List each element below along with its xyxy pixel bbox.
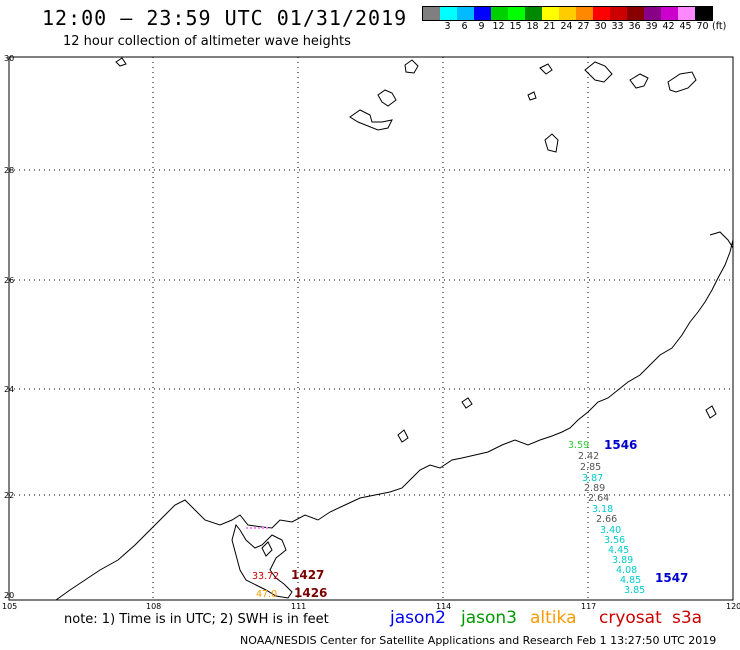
- satellite-jason2: jason2: [390, 608, 446, 628]
- credit-line: NOAA/NESDIS Center for Satellite Applica…: [240, 634, 717, 647]
- satellite-altika: altika: [530, 608, 577, 628]
- lat-label: 24: [4, 385, 14, 394]
- swh-value: 33.72: [252, 571, 279, 582]
- legend-swatch-13: [644, 7, 661, 20]
- swh-value: 2.85: [580, 462, 601, 473]
- legend-label: 70: [696, 21, 709, 32]
- lat-label: 26: [4, 276, 14, 285]
- legend-swatch-8: [559, 7, 576, 20]
- swh-value: 4.85: [620, 575, 641, 586]
- footer-note: note: 1) Time is in UTC; 2) SWH is in fe…: [64, 612, 329, 627]
- legend-swatch-5: [508, 7, 525, 20]
- legend-swatch-1: [440, 7, 457, 20]
- swh-value: 3.89: [612, 555, 633, 566]
- legend-label: 45: [679, 21, 692, 32]
- legend-label: 12: [492, 21, 505, 32]
- swh-value: 3.85: [624, 585, 645, 596]
- legend-swatch-14: [661, 7, 678, 20]
- legend-swatch-3: [474, 7, 491, 20]
- legend-swatch-0: [423, 7, 440, 20]
- swh-value: 4.08: [616, 565, 637, 576]
- track-pass-label: 1426: [294, 586, 327, 600]
- legend-label: 15: [509, 21, 522, 32]
- legend-label: 3: [444, 21, 451, 32]
- swh-value: 2.66: [596, 514, 617, 525]
- track-pass-label: 1547: [655, 571, 688, 585]
- swh-value: 3.87: [582, 473, 603, 484]
- legend-label: 18: [526, 21, 539, 32]
- legend-swatch-4: [491, 7, 508, 20]
- legend-label: 27: [577, 21, 590, 32]
- legend-swatch-16: [695, 7, 712, 20]
- legend-swatch-10: [593, 7, 610, 20]
- swh-value: 47.0: [256, 589, 277, 600]
- lat-label: 20: [4, 591, 14, 600]
- swh-value: 4.45: [608, 545, 629, 556]
- legend-label: 21: [543, 21, 556, 32]
- track-pass-label: 1546: [604, 438, 637, 452]
- lon-label: 120: [726, 602, 740, 611]
- legend-swatch-2: [457, 7, 474, 20]
- map-frame: [8, 56, 734, 601]
- legend-swatch-9: [576, 7, 593, 20]
- satellite-cryosat: cryosat: [599, 608, 662, 628]
- legend-swatch-12: [627, 7, 644, 20]
- legend-labels: 3 6 9 12 15 18 21 24 27 30 33 36 39 42 4…: [422, 21, 711, 32]
- lon-label: 108: [146, 602, 161, 611]
- wave-height-color-legend: [422, 6, 713, 21]
- swh-value: 2.64: [588, 493, 609, 504]
- legend-label: 39: [645, 21, 658, 32]
- lon-label: 105: [2, 602, 17, 611]
- legend-label: 33: [611, 21, 624, 32]
- altimeter-tracks: 3.59 2.42 2.85 3.87 2.89 2.64 3.18 2.66 …: [246, 438, 688, 600]
- lat-label: 22: [4, 491, 14, 500]
- legend-swatch-11: [610, 7, 627, 20]
- map-title: 12:00 – 23:59 UTC 01/31/2019: [42, 6, 408, 30]
- legend-label: 24: [560, 21, 573, 32]
- swh-value: 2.89: [584, 483, 605, 494]
- legend-swatch-6: [525, 7, 542, 20]
- lon-label: 111: [291, 602, 306, 611]
- legend-swatch-15: [678, 7, 695, 20]
- lat-label: 30: [4, 54, 14, 63]
- legend-label: 30: [594, 21, 607, 32]
- legend-label: 9: [478, 21, 485, 32]
- swh-value: 3.40: [600, 525, 621, 536]
- lon-label: 117: [581, 602, 596, 611]
- lat-lon-grid: [9, 57, 733, 600]
- track-pass-label: 1427: [291, 568, 324, 582]
- legend-label: 6: [461, 21, 468, 32]
- swh-value: 3.59: [568, 440, 589, 451]
- swh-value: 3.56: [604, 535, 625, 546]
- lat-label: 28: [4, 166, 14, 175]
- lon-label: 114: [436, 602, 451, 611]
- satellite-jason3: jason3: [461, 608, 517, 628]
- swh-value: 2.42: [578, 451, 599, 462]
- map-subtitle: 12 hour collection of altimeter wave hei…: [63, 34, 351, 49]
- coastline: [55, 57, 734, 601]
- satellite-s3a: s3a: [672, 608, 703, 628]
- swh-value: 3.18: [592, 504, 613, 515]
- legend-label: 42: [662, 21, 675, 32]
- legend-swatch-7: [542, 7, 559, 20]
- legend-label: 36: [628, 21, 641, 32]
- legend-unit: (ft): [712, 21, 727, 32]
